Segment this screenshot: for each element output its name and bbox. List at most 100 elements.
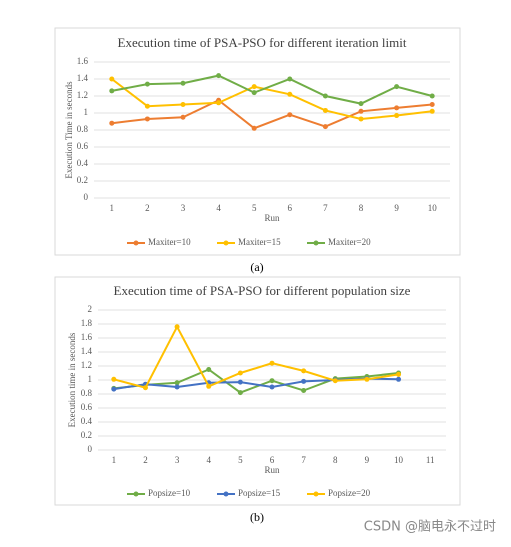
- chart-title: Execution time of PSA-PSO for different …: [114, 283, 411, 298]
- data-point: [322, 93, 328, 99]
- data-point: [111, 386, 117, 392]
- legend-marker: [223, 240, 229, 246]
- data-point: [180, 102, 186, 107]
- y-tick-label: 0.4: [81, 416, 93, 426]
- y-axis-label: Execution Time in seconds: [64, 81, 74, 179]
- data-point: [269, 378, 275, 384]
- data-point: [174, 384, 180, 390]
- data-point: [109, 76, 115, 82]
- data-point: [301, 368, 307, 374]
- legend-label: Popsize=10: [148, 488, 191, 498]
- y-tick-label: 0.8: [77, 124, 89, 134]
- y-tick-label: 1.4: [81, 346, 93, 356]
- data-point: [269, 384, 275, 390]
- legend-marker: [313, 491, 319, 497]
- data-point: [322, 124, 328, 130]
- y-tick-label: 0.2: [77, 175, 88, 185]
- y-tick-label: 1.6: [81, 332, 93, 342]
- data-point: [287, 76, 293, 82]
- data-point: [206, 383, 212, 389]
- data-point: [237, 370, 243, 376]
- data-point: [180, 80, 186, 86]
- legend-marker: [133, 491, 139, 497]
- data-point: [429, 93, 435, 99]
- data-point: [237, 379, 243, 385]
- data-point: [396, 371, 402, 377]
- x-tick-label: 2: [145, 203, 150, 213]
- x-tick-label: 5: [252, 203, 257, 213]
- data-point: [358, 101, 364, 107]
- y-tick-label: 0.4: [77, 158, 89, 168]
- data-point: [144, 81, 150, 87]
- legend-marker: [223, 491, 229, 497]
- legend-marker: [313, 240, 319, 246]
- x-tick-label: 11: [426, 455, 435, 465]
- legend-label: Maxiter=20: [328, 237, 371, 247]
- data-point: [332, 378, 338, 384]
- x-tick-label: 5: [238, 455, 243, 465]
- data-point: [429, 102, 435, 107]
- x-tick-label: 6: [270, 455, 275, 465]
- data-point: [394, 84, 400, 90]
- data-point: [301, 388, 307, 393]
- caption: (a): [250, 260, 263, 274]
- data-point: [394, 113, 400, 119]
- caption: (b): [250, 510, 264, 524]
- data-point: [358, 116, 364, 122]
- x-tick-label: 2: [143, 455, 148, 465]
- legend-label: Popsize=15: [238, 488, 281, 498]
- data-point: [358, 108, 364, 114]
- x-tick-label: 3: [181, 203, 186, 213]
- y-tick-label: 1.2: [77, 90, 88, 100]
- data-point: [180, 114, 186, 120]
- x-tick-label: 1: [112, 455, 117, 465]
- x-tick-label: 9: [394, 203, 399, 213]
- data-point: [429, 108, 435, 114]
- series-line: [111, 74, 433, 105]
- chart-frame: [54, 27, 461, 256]
- data-point: [109, 88, 115, 94]
- data-point: [206, 367, 212, 372]
- data-point: [394, 105, 400, 111]
- chart-frame: [54, 276, 461, 506]
- y-tick-label: 1.4: [77, 73, 89, 83]
- data-point: [237, 390, 243, 396]
- y-tick-label: 0: [84, 192, 89, 202]
- data-point: [287, 112, 293, 118]
- y-tick-label: 1.8: [81, 318, 93, 328]
- data-point: [396, 376, 402, 382]
- data-point: [251, 90, 257, 96]
- data-point: [144, 103, 150, 109]
- x-tick-label: 7: [301, 455, 306, 465]
- data-point: [287, 91, 293, 97]
- x-axis-label: Run: [264, 465, 280, 475]
- y-axis-label: Execution time in seconds: [67, 332, 77, 427]
- x-tick-label: 4: [206, 455, 211, 465]
- x-axis-label: Run: [264, 213, 280, 223]
- data-point: [142, 385, 148, 391]
- legend-label: Maxiter=15: [238, 237, 281, 247]
- series-line: [111, 99, 433, 130]
- data-point: [216, 100, 222, 106]
- y-tick-label: 0.8: [81, 388, 93, 398]
- x-tick-label: 8: [359, 203, 364, 213]
- y-tick-label: 1: [84, 107, 89, 117]
- data-point: [251, 84, 257, 90]
- data-point: [269, 360, 275, 366]
- legend-label: Popsize=20: [328, 488, 371, 498]
- x-tick-label: 10: [428, 203, 438, 213]
- y-tick-label: 1: [88, 374, 93, 384]
- data-point: [216, 73, 222, 79]
- data-point: [144, 116, 150, 122]
- y-tick-label: 1.2: [81, 360, 92, 370]
- data-point: [174, 380, 180, 386]
- y-tick-label: 1.6: [77, 56, 89, 66]
- chart-title: Execution time of PSA-PSO for different …: [118, 35, 407, 50]
- data-point: [322, 107, 328, 113]
- series-line: [113, 324, 399, 389]
- y-tick-label: 0.2: [81, 430, 92, 440]
- x-tick-label: 4: [216, 203, 221, 213]
- y-tick-label: 0.6: [81, 402, 93, 412]
- legend-label: Maxiter=10: [148, 237, 191, 247]
- x-tick-label: 8: [333, 455, 338, 465]
